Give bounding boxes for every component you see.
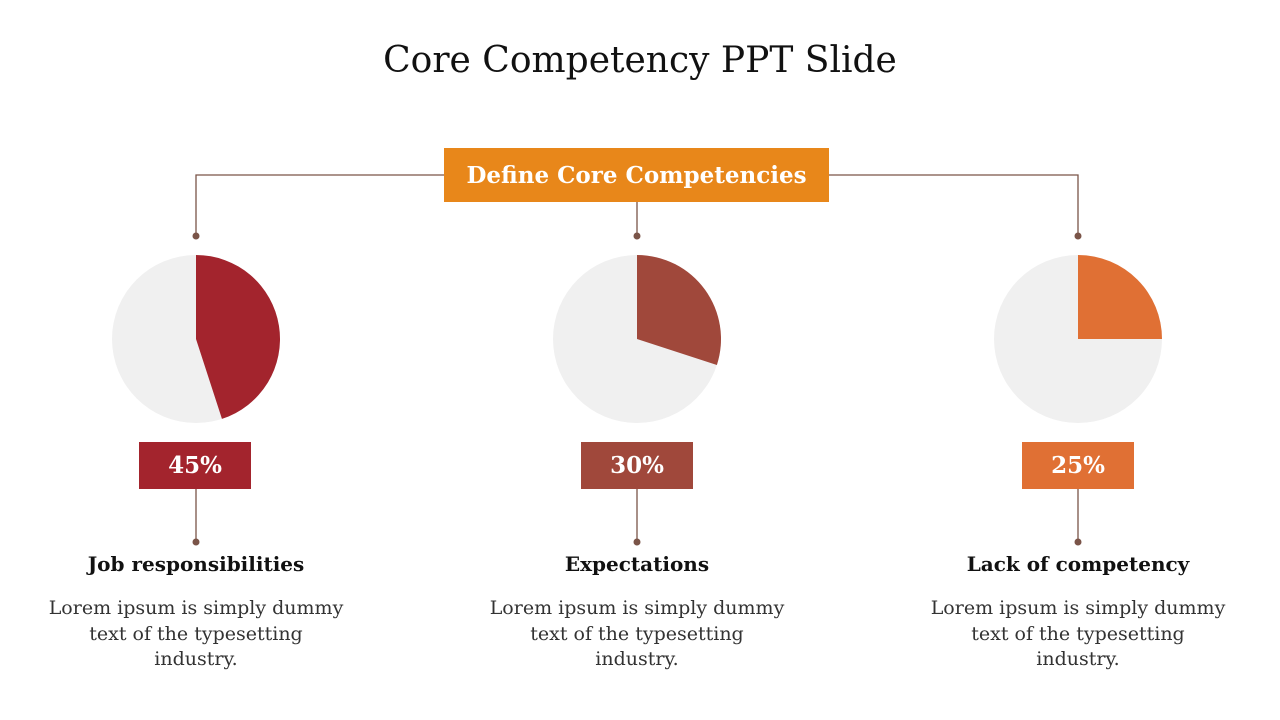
heading-expectations: Expectations — [564, 552, 710, 576]
define-label: Define Core Competencies — [466, 161, 807, 189]
description-lack-of-competency: Lorem ipsum is simply dummy text of the … — [930, 597, 1226, 670]
connector-dot-1-top — [192, 232, 200, 240]
connector-dot-3-top — [1074, 232, 1082, 240]
pie-chart-job-responsibilities — [112, 255, 280, 423]
connector-dot-3-bottom — [1074, 538, 1082, 546]
pie-chart-expectations — [553, 255, 721, 423]
percent-label: 45% — [168, 452, 222, 479]
percent-box-lack-of-competency: 25% — [1022, 442, 1134, 489]
connector-dot-2-top — [633, 232, 641, 240]
percent-label: 25% — [1051, 452, 1105, 479]
connector-dot-2-bottom — [633, 538, 641, 546]
pie-slice — [196, 255, 280, 419]
connector-dot-1-bottom — [192, 538, 200, 546]
pie-slice — [1078, 255, 1162, 339]
description-job-responsibilities: Lorem ipsum is simply dummy text of the … — [48, 597, 344, 670]
pie-slice — [637, 255, 721, 365]
connector-right — [829, 174, 1079, 236]
heading-job-responsibilities: Job responsibilities — [87, 552, 305, 576]
connector-left — [195, 174, 444, 236]
description-expectations: Lorem ipsum is simply dummy text of the … — [489, 597, 785, 670]
percent-box-job-responsibilities: 45% — [139, 442, 251, 489]
percent-label: 30% — [610, 452, 664, 479]
pie-chart-lack-of-competency — [994, 255, 1162, 423]
heading-lack-of-competency: Lack of competency — [966, 552, 1190, 576]
define-core-competencies-box: Define Core Competencies — [444, 148, 829, 202]
percent-box-expectations: 30% — [581, 442, 693, 489]
slide-title: Core Competency PPT Slide — [383, 40, 897, 81]
